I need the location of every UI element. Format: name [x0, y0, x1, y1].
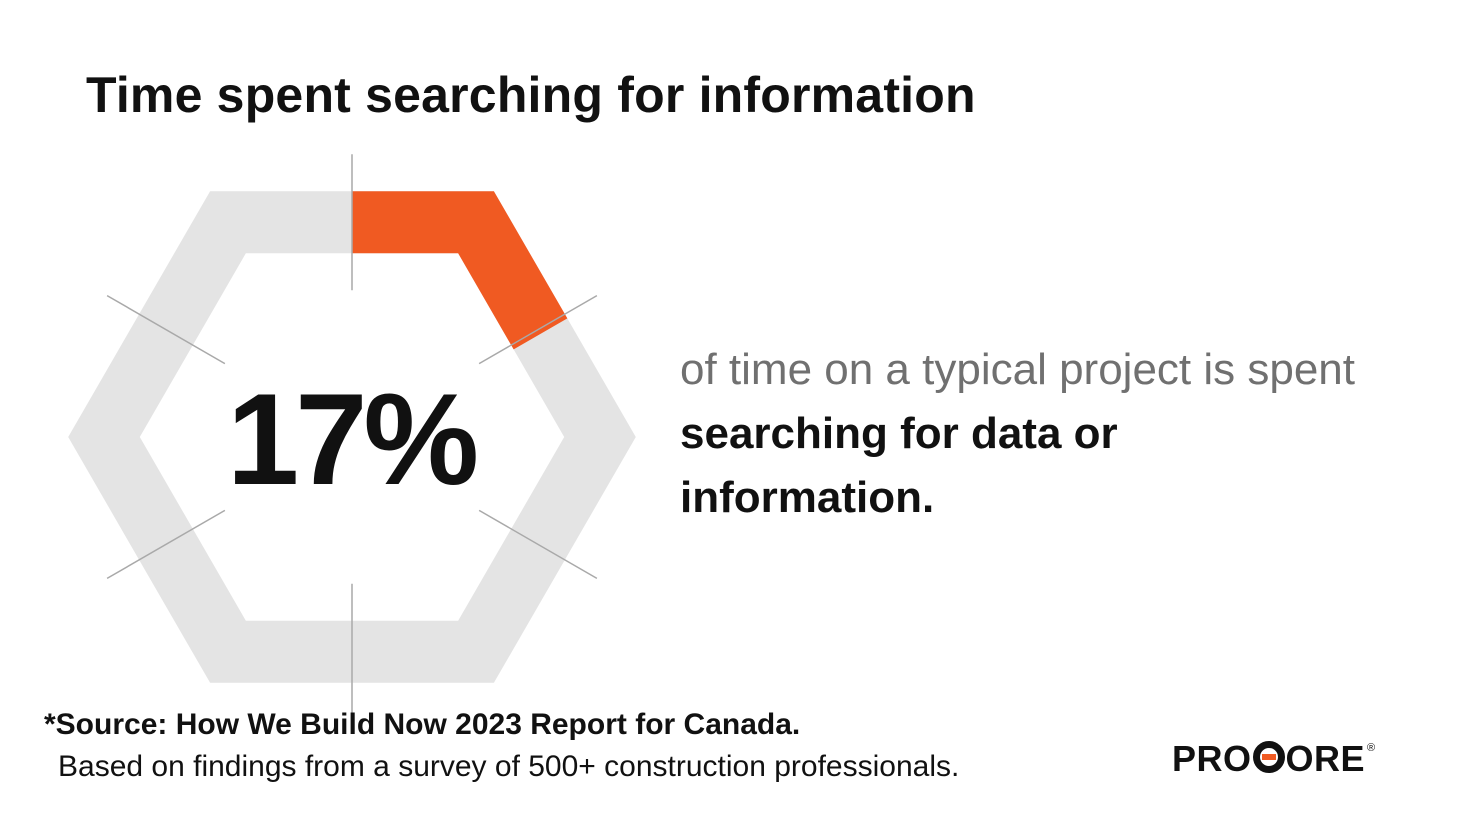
- hexagon-progress-chart: [68, 154, 636, 720]
- procore-logo: PRO ORE ®: [1172, 738, 1376, 780]
- percentage-value: 17%: [226, 366, 479, 512]
- hexagon-tick-mark: [478, 509, 598, 580]
- hexagon-progress-fill: [352, 191, 568, 350]
- hexagon-tick-mark: [106, 509, 226, 580]
- hexagon-tick-mark: [106, 294, 226, 365]
- logo-text-end: ORE: [1285, 738, 1366, 779]
- survey-note: Based on findings from a survey of 500+ …: [58, 750, 960, 783]
- description-plain: of time on a typical project is spent: [680, 345, 1355, 394]
- source-citation: *Source: How We Build Now 2023 Report fo…: [44, 708, 801, 741]
- logo-c-mark-icon: [1252, 741, 1285, 773]
- description-bold: searching for data or information.: [680, 409, 1118, 522]
- logo-text-start: PRO: [1172, 738, 1252, 779]
- registered-mark: ®: [1367, 742, 1376, 754]
- description: of time on a typical project is spent se…: [680, 338, 1380, 530]
- hexagon-tick-mark: [478, 294, 598, 365]
- chart-title: Time spent searching for information: [86, 67, 976, 123]
